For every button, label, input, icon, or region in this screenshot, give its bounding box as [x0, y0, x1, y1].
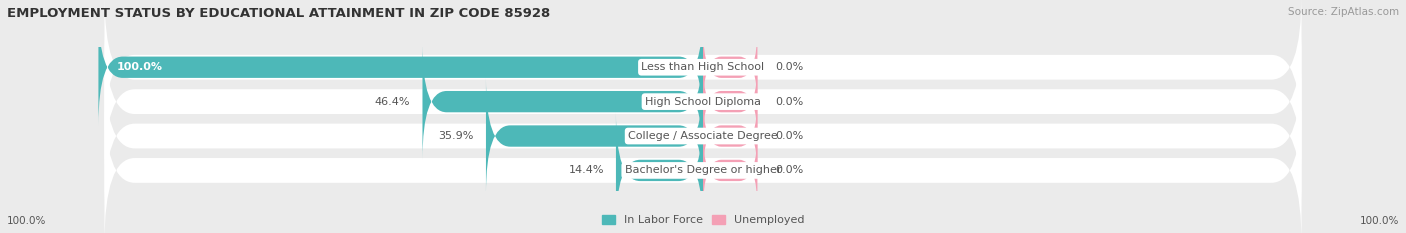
FancyBboxPatch shape [422, 44, 703, 160]
Text: 100.0%: 100.0% [7, 216, 46, 226]
FancyBboxPatch shape [486, 78, 703, 194]
Text: College / Associate Degree: College / Associate Degree [628, 131, 778, 141]
Text: Bachelor's Degree or higher: Bachelor's Degree or higher [624, 165, 782, 175]
Text: EMPLOYMENT STATUS BY EDUCATIONAL ATTAINMENT IN ZIP CODE 85928: EMPLOYMENT STATUS BY EDUCATIONAL ATTAINM… [7, 7, 550, 20]
Text: Less than High School: Less than High School [641, 62, 765, 72]
Text: 100.0%: 100.0% [117, 62, 163, 72]
FancyBboxPatch shape [104, 0, 1302, 141]
FancyBboxPatch shape [616, 112, 703, 229]
FancyBboxPatch shape [703, 61, 758, 143]
Text: 0.0%: 0.0% [776, 62, 804, 72]
FancyBboxPatch shape [98, 9, 703, 125]
Text: 14.4%: 14.4% [568, 165, 603, 175]
Text: 100.0%: 100.0% [1360, 216, 1399, 226]
FancyBboxPatch shape [104, 28, 1302, 175]
Text: High School Diploma: High School Diploma [645, 97, 761, 107]
Text: 35.9%: 35.9% [439, 131, 474, 141]
FancyBboxPatch shape [703, 26, 758, 108]
Text: 0.0%: 0.0% [776, 165, 804, 175]
Legend: In Labor Force, Unemployed: In Labor Force, Unemployed [602, 215, 804, 225]
FancyBboxPatch shape [104, 62, 1302, 210]
FancyBboxPatch shape [703, 130, 758, 211]
Text: Source: ZipAtlas.com: Source: ZipAtlas.com [1288, 7, 1399, 17]
FancyBboxPatch shape [104, 97, 1302, 233]
Text: 46.4%: 46.4% [375, 97, 411, 107]
FancyBboxPatch shape [703, 95, 758, 177]
Text: 0.0%: 0.0% [776, 97, 804, 107]
Text: 0.0%: 0.0% [776, 131, 804, 141]
